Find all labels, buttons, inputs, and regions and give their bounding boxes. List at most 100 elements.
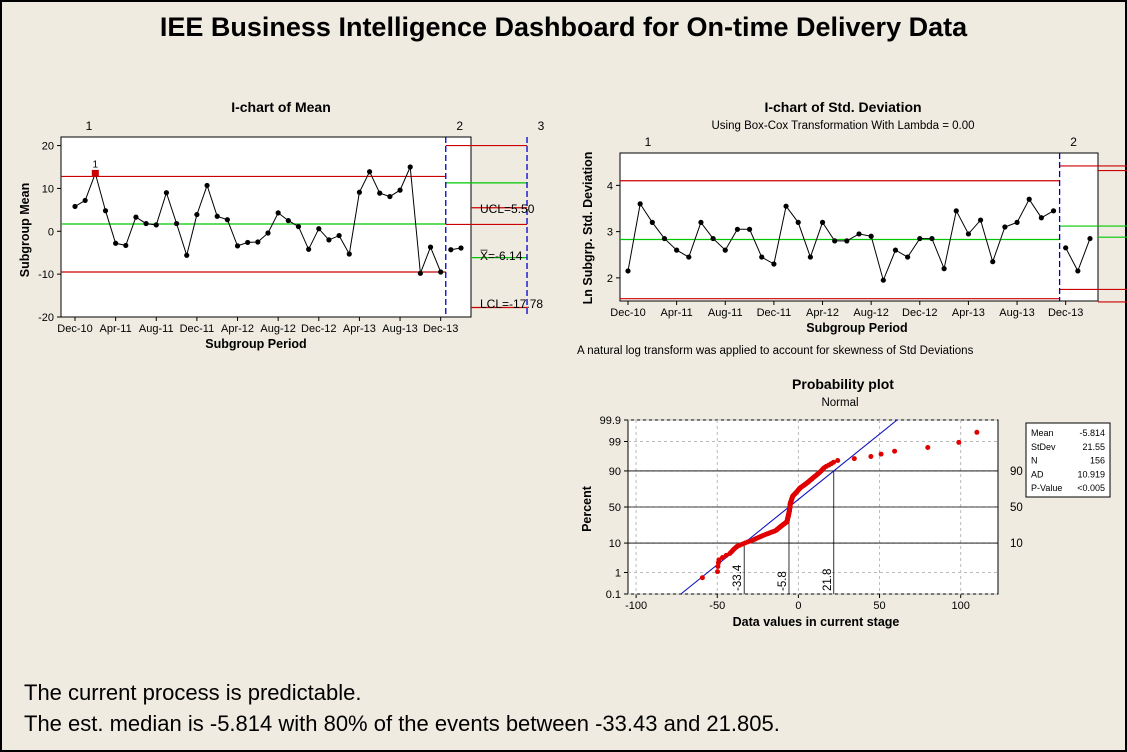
stat-value: <0.005 [1077, 483, 1105, 493]
data-point [722, 247, 728, 253]
data-point [759, 254, 765, 260]
data-point [771, 261, 777, 267]
prob-plot-title: Probability plot [792, 376, 894, 392]
data-point [625, 268, 631, 274]
data-point [917, 235, 923, 242]
data-point [1050, 208, 1057, 214]
data-point [1075, 268, 1081, 274]
data-point [438, 269, 444, 275]
right-percent-label: 10 [1010, 538, 1023, 550]
data-point [397, 187, 403, 193]
prob-data-point [699, 575, 705, 581]
prob-data-point [715, 564, 721, 569]
stddev-chart: I-chart of Std. Deviation Using Box-Cox … [577, 99, 1127, 357]
prob-plot-subtitle: Normal [821, 397, 858, 409]
y-tick-label: 1 [615, 567, 621, 579]
x-tick-label: -50 [709, 600, 725, 612]
data-point [977, 217, 984, 223]
data-point [143, 220, 149, 227]
y-tick-label: 3 [607, 227, 613, 239]
prob-data-point [715, 569, 720, 575]
stat-label: Mean [1031, 428, 1054, 438]
data-point [346, 251, 352, 257]
ucl-label: UCL=5.50 [480, 202, 535, 216]
y-tick-label: 0.1 [606, 589, 621, 601]
data-point [795, 219, 801, 225]
data-point [965, 231, 972, 237]
mean-y-axis-label: Subgroup Mean [18, 183, 32, 277]
stddev-chart-title: I-chart of Std. Deviation [764, 99, 921, 115]
stddev-y-axis-label: Ln Subgrp. Std. Deviation [581, 152, 595, 305]
prob-data-point [851, 456, 857, 462]
data-point [102, 208, 109, 214]
center-line-label: X̅=-6.14 [480, 249, 523, 263]
data-point [306, 246, 312, 252]
data-point [133, 214, 139, 220]
data-point [214, 213, 220, 219]
data-point [941, 266, 947, 272]
data-point [807, 254, 813, 260]
prob-data-point [956, 439, 962, 445]
y-tick-label: 2 [607, 273, 613, 285]
out-of-control-point [91, 169, 99, 177]
data-point [245, 239, 251, 246]
data-point [82, 197, 88, 204]
x-tick-label: Aug-13 [382, 323, 417, 335]
y-tick-label: -20 [38, 312, 54, 324]
x-tick-label: Dec-10 [610, 307, 645, 319]
dashboard-title: IEE Business Intelligence Dashboard for … [159, 12, 968, 42]
x-tick-label: -100 [625, 600, 647, 612]
data-point [163, 190, 170, 196]
data-point [1002, 224, 1008, 230]
stage-label: 2 [456, 119, 463, 133]
data-point [417, 270, 423, 276]
stddev-chart-subtitle: Using Box-Cox Transformation With Lambda… [711, 120, 974, 132]
prob-data-point [716, 557, 722, 563]
x-tick-label: Apr-12 [806, 307, 839, 319]
x-tick-label: 0 [795, 600, 801, 612]
y-tick-label: 99 [609, 437, 621, 449]
x-tick-label: Apr-13 [343, 323, 376, 335]
data-point [326, 237, 332, 243]
stage-label: 3 [538, 119, 545, 133]
data-point [892, 247, 899, 253]
data-point [113, 240, 119, 246]
stat-value: 10.919 [1077, 469, 1105, 479]
x-tick-label: Dec-11 [180, 323, 215, 335]
series-line [627, 198, 1054, 282]
stage-label: 1 [645, 135, 652, 149]
data-point [686, 254, 692, 260]
data-point [204, 182, 210, 189]
data-point [265, 230, 271, 236]
prob-data-point [831, 459, 837, 465]
data-point [427, 244, 434, 250]
data-point [1038, 215, 1044, 221]
data-point [407, 164, 413, 170]
summary-line-1: The current process is predictable. [24, 680, 362, 705]
x-tick-label: 50 [873, 600, 885, 612]
data-point [698, 219, 704, 225]
mean-x-axis-label: Subgroup Period [205, 337, 306, 351]
y-tick-label: 50 [609, 502, 621, 514]
x-tick-label: Aug-11 [708, 307, 743, 319]
y-tick-label: 0 [48, 226, 54, 238]
x-tick-label: Dec-13 [1048, 307, 1083, 319]
out-of-control-label: 1 [93, 159, 99, 170]
y-tick-label: -10 [38, 269, 54, 281]
x-tick-label: Apr-13 [952, 307, 985, 319]
x-tick-label: Apr-12 [221, 323, 254, 335]
prob-data-point [835, 458, 841, 463]
value-ref-label: -33.4 [732, 564, 744, 591]
mean-plot-area [60, 136, 472, 318]
y-tick-label: 4 [607, 180, 613, 192]
x-tick-label: Dec-10 [57, 323, 92, 335]
prob-data-point [868, 454, 874, 459]
data-point [674, 247, 680, 253]
y-tick-label: 99.9 [600, 415, 621, 427]
prob-data-point [974, 429, 980, 435]
right-percent-label: 90 [1010, 466, 1023, 478]
data-point [1087, 235, 1093, 242]
data-point [637, 201, 643, 207]
